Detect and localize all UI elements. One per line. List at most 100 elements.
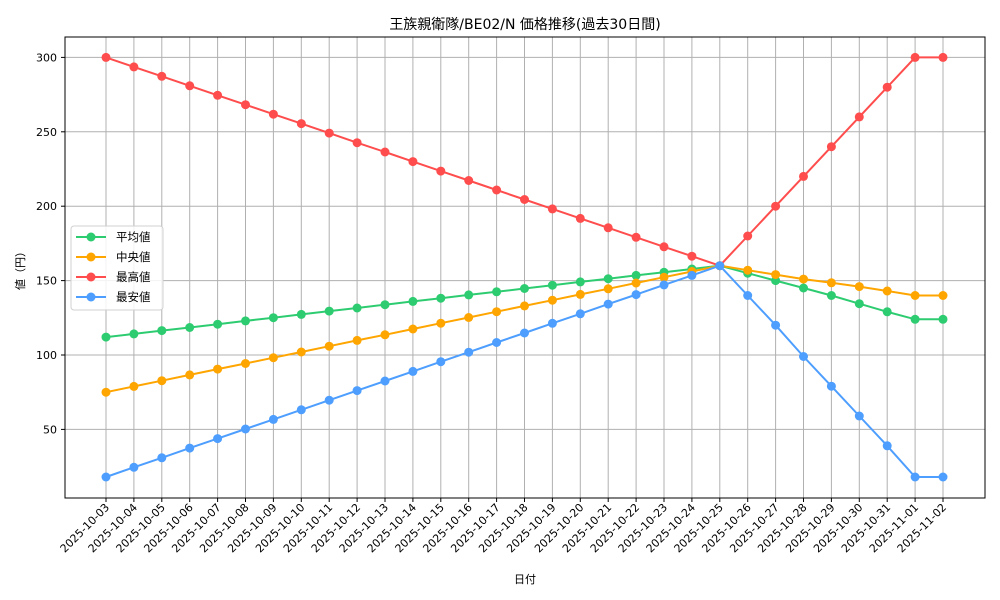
data-point-marker	[687, 251, 697, 261]
legend-marker-icon	[86, 272, 96, 282]
data-point-marker	[854, 282, 864, 292]
y-tick-label: 100	[36, 349, 57, 362]
data-point-marker	[938, 52, 948, 62]
data-point-marker	[631, 232, 641, 242]
data-point-marker	[157, 71, 167, 81]
data-point-marker	[659, 280, 669, 290]
data-point-marker	[547, 295, 557, 305]
data-point-marker	[520, 195, 529, 204]
data-point-marker	[547, 204, 557, 214]
data-point-marker	[185, 370, 195, 380]
data-point-marker	[743, 265, 753, 275]
series-最高値	[101, 52, 948, 271]
data-point-marker	[631, 270, 641, 280]
data-point-marker	[129, 329, 139, 339]
data-point-marker	[520, 284, 529, 293]
data-point-marker	[743, 291, 753, 300]
data-point-marker	[241, 359, 250, 368]
data-point-marker	[408, 324, 418, 334]
data-point-marker	[185, 323, 195, 332]
data-point-marker	[575, 289, 585, 299]
data-point-marker	[799, 171, 808, 181]
data-point-marker	[547, 318, 557, 328]
data-point-marker	[324, 306, 334, 316]
data-point-marker	[659, 242, 669, 252]
data-point-marker	[575, 277, 585, 287]
data-point-marker	[380, 330, 390, 340]
data-point-marker	[101, 332, 111, 342]
legend-marker-icon	[86, 292, 96, 302]
data-point-marker	[157, 376, 167, 386]
data-point-marker	[352, 335, 362, 345]
data-point-marker	[408, 296, 418, 306]
data-point-marker	[882, 307, 892, 317]
series-最安値	[101, 261, 948, 482]
data-point-marker	[296, 405, 306, 415]
data-point-marker	[101, 387, 111, 397]
data-point-marker	[631, 290, 641, 300]
data-point-marker	[938, 291, 948, 300]
series-lines	[101, 52, 948, 482]
data-point-marker	[436, 293, 446, 303]
data-point-marker	[241, 316, 250, 326]
data-point-marker	[575, 213, 585, 223]
data-point-marker	[101, 52, 111, 62]
data-point-marker	[129, 462, 139, 472]
legend: 平均値 中央値 最高値 最安値	[70, 225, 164, 311]
data-point-marker	[826, 142, 836, 152]
y-tick-label: 150	[36, 275, 57, 288]
data-point-marker	[129, 62, 139, 72]
data-point-marker	[492, 185, 502, 195]
data-point-marker	[715, 261, 725, 271]
legend-marker-icon	[86, 252, 96, 262]
data-point-marker	[296, 347, 306, 357]
data-point-marker	[603, 284, 613, 294]
data-point-marker	[380, 300, 390, 310]
data-point-marker	[547, 280, 557, 290]
data-point-marker	[826, 381, 836, 391]
data-point-marker	[268, 109, 278, 119]
data-point-marker	[185, 81, 195, 91]
x-axis-label: 日付	[514, 573, 536, 586]
data-point-marker	[520, 301, 529, 311]
data-point-marker	[882, 82, 892, 92]
data-point-marker	[799, 283, 808, 293]
data-point-marker	[324, 128, 334, 138]
data-point-marker	[603, 274, 613, 284]
data-point-marker	[603, 223, 613, 233]
data-point-marker	[492, 338, 502, 347]
data-point-marker	[520, 328, 529, 338]
x-axis: 2025-10-032025-10-042025-10-052025-10-06…	[58, 498, 949, 555]
data-point-marker	[352, 386, 362, 396]
legend-item-max: 最高値	[76, 270, 151, 284]
data-point-marker	[492, 287, 502, 297]
data-point-marker	[157, 326, 167, 336]
data-point-marker	[771, 201, 781, 211]
data-point-marker	[408, 157, 418, 167]
data-point-marker	[296, 309, 306, 319]
data-point-marker	[296, 119, 306, 129]
data-point-marker	[938, 314, 948, 324]
series-中央値	[101, 261, 948, 397]
data-point-marker	[854, 411, 864, 421]
data-point-marker	[324, 341, 334, 351]
data-point-marker	[631, 278, 641, 288]
data-point-marker	[408, 366, 418, 376]
data-point-marker	[213, 434, 223, 444]
data-point-marker	[241, 424, 250, 434]
legend-label: 最安値	[116, 290, 151, 304]
data-point-marker	[687, 270, 697, 280]
data-point-marker	[826, 278, 836, 288]
data-point-marker	[436, 357, 446, 367]
data-point-marker	[436, 318, 446, 328]
data-point-marker	[464, 347, 474, 357]
data-point-marker	[213, 319, 223, 329]
data-point-marker	[129, 381, 139, 391]
data-point-marker	[380, 376, 390, 386]
y-axis-label: 値（円）	[14, 246, 27, 290]
data-point-marker	[157, 453, 167, 463]
data-point-marker	[771, 320, 781, 330]
chart-title: 王族親衛隊/BE02/N 価格推移(過去30日間)	[389, 17, 660, 33]
